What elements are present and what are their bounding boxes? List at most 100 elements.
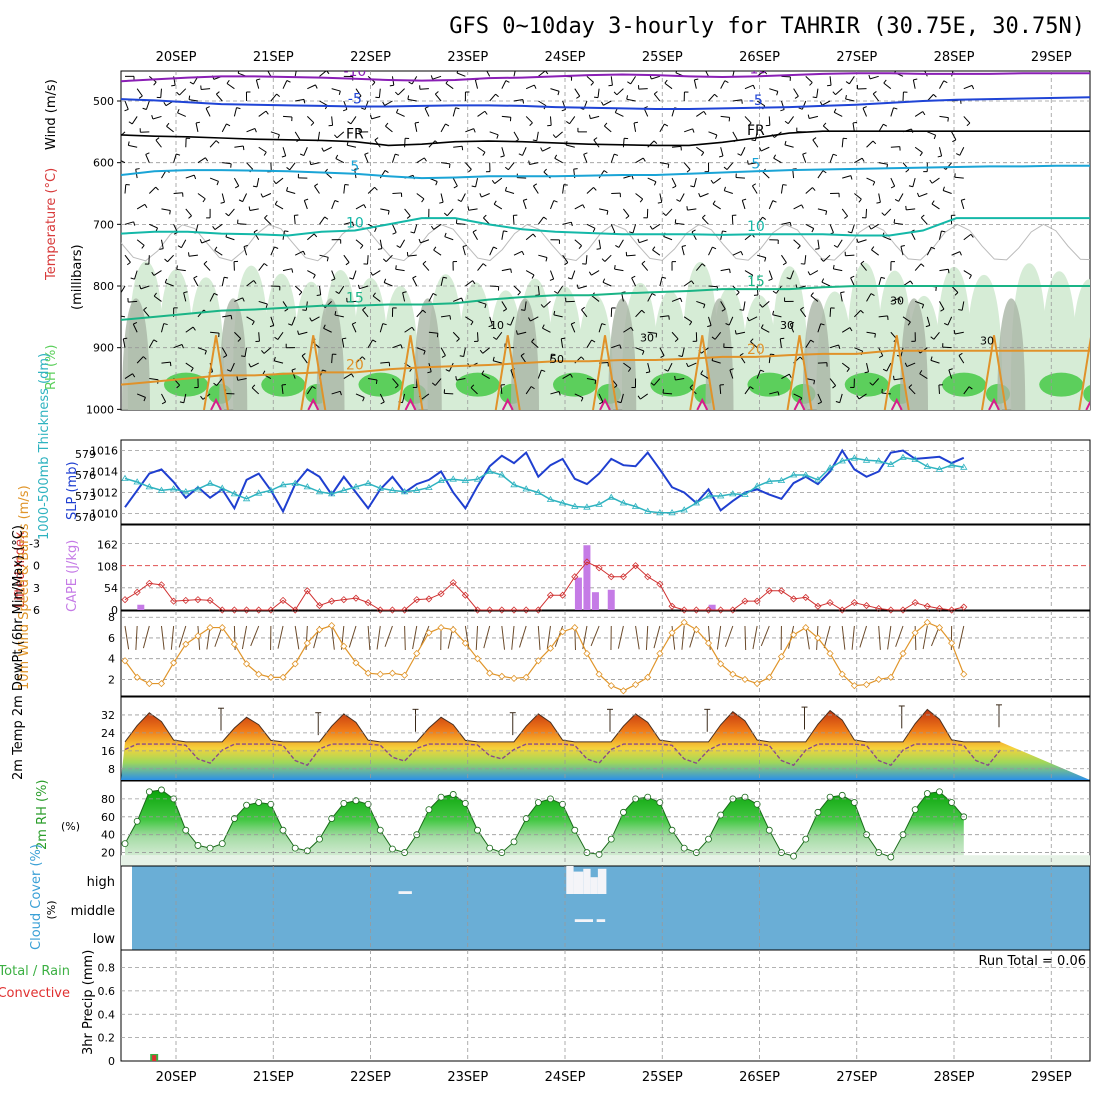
x-tick-top-label: 22SEP [350, 50, 391, 65]
wind-ylabel: Wind (m/s) [44, 79, 59, 150]
wind-barb-flag [601, 258, 606, 262]
wind-barb [121, 285, 126, 294]
wind-barb [293, 215, 296, 225]
wind-barb-flag [919, 370, 923, 375]
precip-ylabel: 3hr Precip (mm) [81, 950, 96, 1055]
wind-barb [513, 131, 519, 140]
wind-barb [859, 625, 868, 648]
thickness-marker [923, 462, 932, 469]
x-tick-top-label: 23SEP [447, 50, 488, 65]
wind-barb-flag [273, 180, 277, 184]
wind-barb [121, 315, 126, 318]
thickness-marker [121, 474, 129, 481]
wind-barb [653, 93, 661, 102]
wind-barb-flag [224, 276, 229, 279]
wind-barb [762, 301, 770, 308]
thickness-marker [376, 484, 384, 491]
wind-barb [246, 316, 255, 322]
wind-barb [768, 270, 773, 280]
wind-barb [331, 200, 336, 210]
wind-barb-flag [729, 268, 731, 274]
wind-barb [420, 625, 430, 647]
li-marker [352, 594, 360, 602]
wind-barb [787, 116, 794, 124]
wind-barb-flag [554, 154, 558, 159]
wind-barb-flag [749, 386, 754, 390]
wind-barb-flag [603, 170, 608, 174]
rh-marker [534, 799, 542, 806]
li-marker [242, 606, 251, 614]
wind-barb-flag [940, 308, 945, 312]
wind-barb [756, 285, 759, 296]
wind-barb-flag [734, 330, 737, 335]
wind-barb [663, 392, 673, 395]
wind-barb [750, 341, 758, 349]
wind-barb-flag [930, 356, 933, 361]
wind-barb [623, 208, 630, 217]
wind-barb [626, 98, 636, 102]
wind-barb [489, 93, 496, 102]
wind-barb-flag [723, 166, 728, 171]
wind-barb [294, 250, 304, 256]
wind-barb [513, 71, 516, 77]
rh-marker [206, 844, 214, 852]
wind-barb-flag [488, 324, 493, 328]
thickness-marker [303, 483, 312, 490]
wind-barb [632, 224, 637, 234]
wind-barb [128, 300, 138, 303]
wind-barb-flag [711, 336, 716, 340]
wind-barb [926, 246, 932, 256]
wind-barb-flag [686, 362, 689, 367]
wind-barb-flag [639, 198, 644, 203]
wind-barb [756, 100, 766, 107]
wind-barb [230, 362, 235, 372]
wind-barb [622, 138, 625, 148]
wind-barb [193, 277, 199, 287]
x-tick-top-label: 21SEP [253, 50, 294, 65]
wind-barb [604, 254, 612, 262]
wind-barb-flag [171, 84, 176, 87]
wind-barb [748, 316, 758, 322]
rh-marker [936, 788, 943, 796]
wind-barb-flag [261, 350, 265, 354]
wind-barb [681, 347, 685, 357]
wind-barb-flag [135, 168, 140, 170]
wind-barb [145, 154, 150, 163]
wind-barb-flag [315, 84, 318, 89]
wind-barb-flag [788, 373, 792, 378]
rh-ylabel: RH (%) [44, 345, 59, 390]
wind-barb [122, 338, 126, 348]
wind-barb [963, 116, 971, 124]
wind-barb [391, 153, 396, 163]
wind-barb [525, 386, 532, 395]
rh2m-ylabel: 2m RH (%) [35, 779, 50, 850]
wind-barb-flag [117, 292, 120, 294]
wind-barb [693, 79, 697, 89]
wind-marker [644, 673, 652, 681]
high-cloud-block [398, 891, 412, 894]
wind-barb-flag [813, 380, 816, 385]
wind-barb [379, 170, 386, 179]
thickness-marker [546, 495, 555, 502]
wind-barb-flag [958, 352, 963, 356]
wind-barb [221, 347, 228, 356]
wind-barb [525, 84, 535, 90]
thickness-marker [826, 464, 834, 471]
wind-barb-flag [593, 187, 597, 191]
rh-dry-tongue [608, 298, 637, 410]
wind-barb [652, 223, 661, 230]
wind-barb [351, 323, 357, 333]
wind-barb-flag [372, 339, 377, 343]
thickness-marker [960, 463, 968, 470]
wind-barb [338, 285, 345, 294]
wind-barb [635, 157, 644, 164]
wind-barb [590, 115, 600, 120]
wind-barb [311, 316, 320, 322]
wind-barb [681, 625, 685, 650]
surface-temp-peak-hot [890, 397, 903, 410]
wind-barb [884, 208, 892, 216]
wind-barb-flag [758, 147, 762, 152]
wind-barb [817, 170, 824, 179]
wind-barb-flag [532, 139, 537, 142]
rh-marker [267, 800, 275, 808]
